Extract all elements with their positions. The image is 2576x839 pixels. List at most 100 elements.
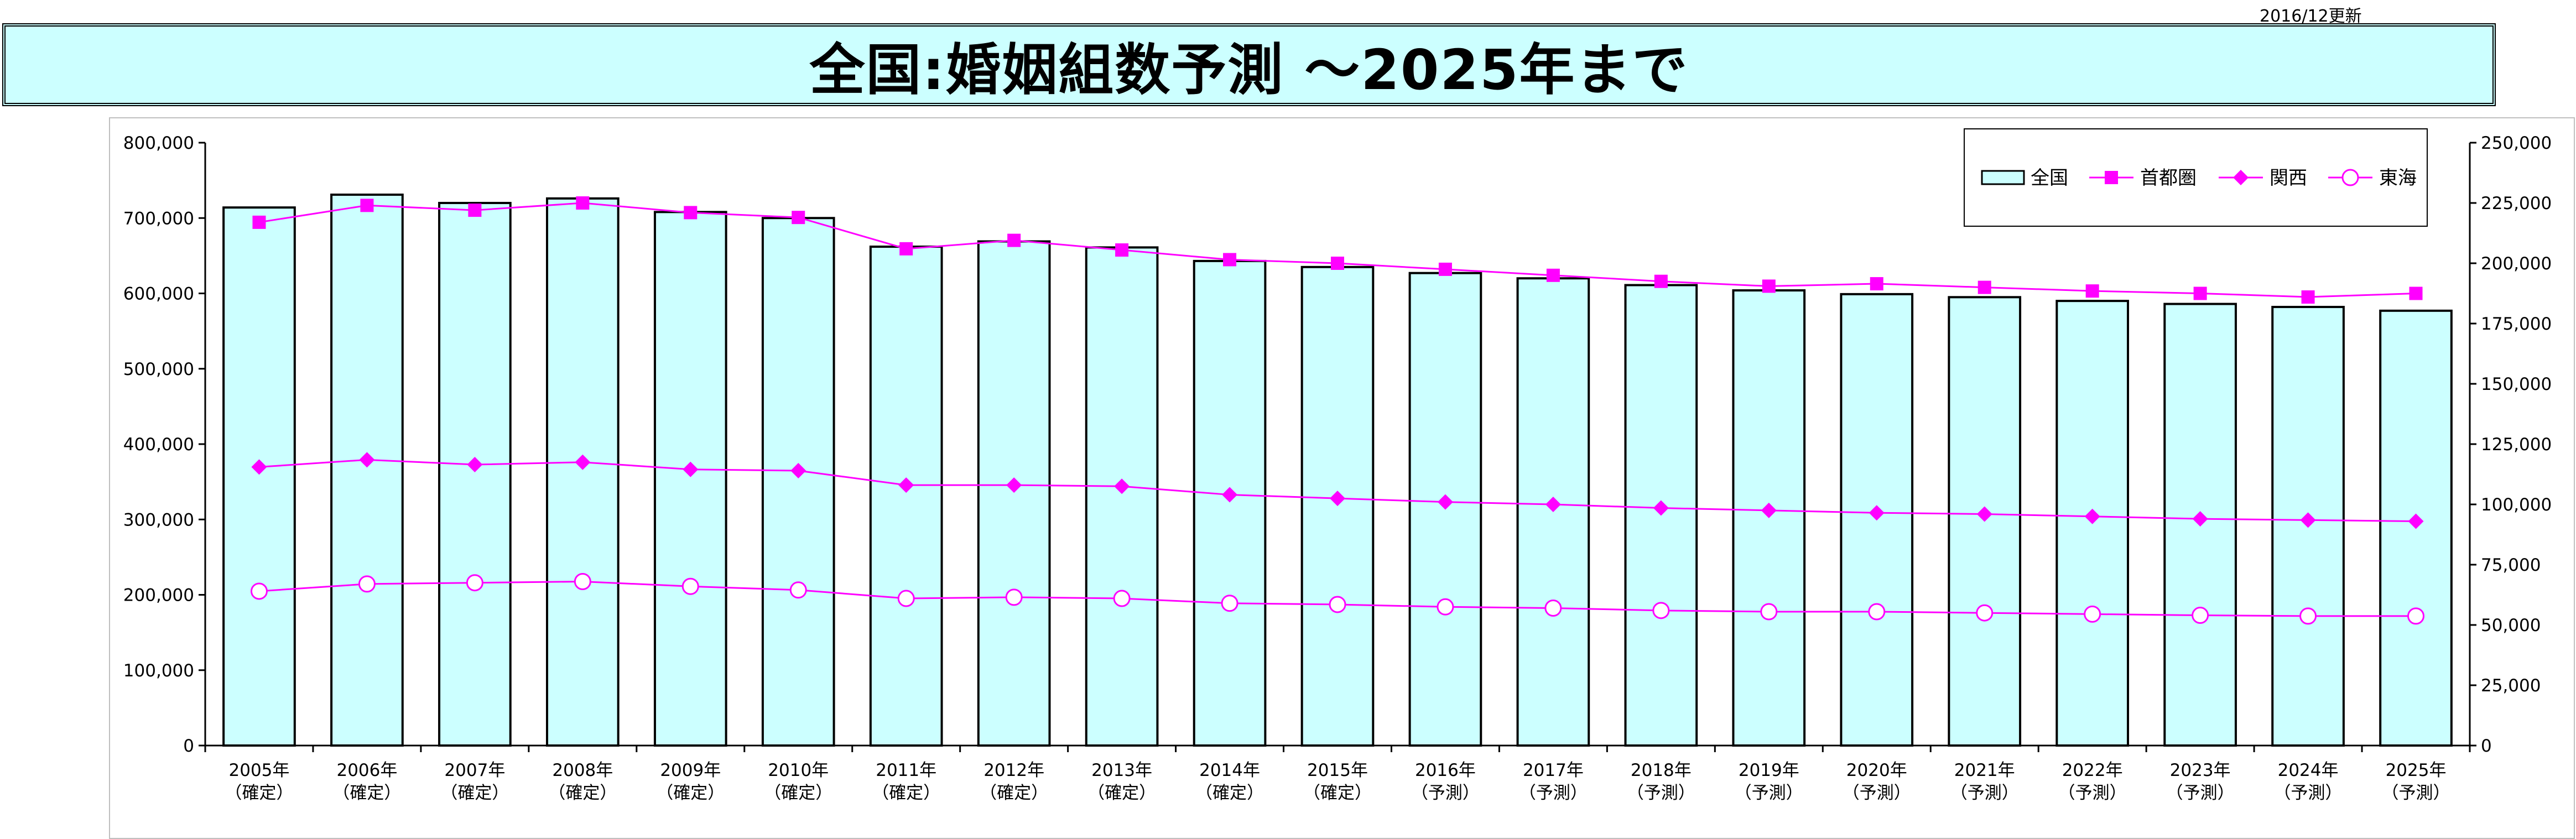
bar-7 bbox=[977, 240, 1051, 747]
left-tick-label-1: 100,000 bbox=[123, 661, 194, 681]
point-2-2 bbox=[466, 574, 483, 592]
point-0-1 bbox=[360, 199, 374, 212]
legend-label-1: 首都圏 bbox=[2140, 167, 2197, 189]
point-1-5 bbox=[790, 462, 806, 478]
bar-10 bbox=[1300, 265, 1375, 747]
x-sublabel-3: （確定） bbox=[548, 783, 617, 803]
point-0-9 bbox=[1223, 253, 1237, 267]
right-tick-label-8: 200,000 bbox=[2481, 254, 2552, 274]
x-label-15: 2020年 bbox=[1846, 760, 1907, 780]
point-2-3 bbox=[574, 573, 591, 591]
x-sublabel-17: （予測） bbox=[2058, 783, 2127, 803]
point-1-8 bbox=[1114, 478, 1130, 494]
x-sublabel-13: （予測） bbox=[1627, 783, 1695, 803]
x-label-20: 2025年 bbox=[2386, 760, 2447, 780]
point-2-17 bbox=[2084, 605, 2101, 623]
bar-4 bbox=[653, 211, 727, 747]
point-0-18 bbox=[2193, 286, 2207, 300]
point-0-12 bbox=[1546, 268, 1560, 282]
point-1-14 bbox=[1761, 502, 1777, 518]
left-tick-label-4: 400,000 bbox=[123, 435, 194, 455]
x-sublabel-11: （予測） bbox=[1411, 783, 1480, 803]
point-1-11 bbox=[1437, 494, 1453, 510]
bar-0 bbox=[222, 206, 296, 747]
point-2-7 bbox=[1005, 588, 1023, 606]
x-sublabel-15: （予測） bbox=[1843, 783, 1911, 803]
point-0-11 bbox=[1438, 262, 1452, 276]
left-tick-label-0: 0 bbox=[183, 736, 194, 756]
right-tick-label-3: 75,000 bbox=[2481, 555, 2541, 575]
point-0-7 bbox=[1007, 233, 1021, 247]
x-label-16: 2021年 bbox=[1954, 760, 2015, 780]
point-0-4 bbox=[684, 206, 698, 220]
x-label-1: 2006年 bbox=[336, 760, 397, 780]
point-2-1 bbox=[358, 575, 376, 593]
right-tick-label-2: 50,000 bbox=[2481, 616, 2541, 635]
x-label-10: 2015年 bbox=[1307, 760, 1368, 780]
left-tick-label-8: 800,000 bbox=[123, 133, 194, 153]
x-sublabel-2: （確定） bbox=[440, 783, 509, 803]
x-label-13: 2018年 bbox=[1631, 760, 1692, 780]
x-sublabel-18: （予測） bbox=[2166, 783, 2235, 803]
point-0-6 bbox=[899, 242, 913, 256]
x-label-18: 2023年 bbox=[2170, 760, 2231, 780]
x-label-8: 2013年 bbox=[1091, 760, 1152, 780]
point-2-5 bbox=[789, 581, 807, 599]
right-tick-label-5: 125,000 bbox=[2481, 435, 2552, 455]
point-1-20 bbox=[2408, 513, 2424, 529]
x-sublabel-14: （予測） bbox=[1735, 783, 1803, 803]
x-sublabel-19: （予測） bbox=[2274, 783, 2343, 803]
x-sublabel-4: （確定） bbox=[656, 783, 725, 803]
bar-9 bbox=[1193, 259, 1267, 747]
x-label-14: 2019年 bbox=[1739, 760, 1799, 780]
point-1-2 bbox=[467, 457, 483, 473]
left-tick-label-5: 500,000 bbox=[123, 359, 194, 379]
point-2-12 bbox=[1544, 599, 1562, 617]
x-label-7: 2012年 bbox=[983, 760, 1044, 780]
right-tick-label-4: 100,000 bbox=[2481, 495, 2552, 515]
point-0-16 bbox=[1977, 280, 1991, 294]
legend-label-3: 東海 bbox=[2379, 167, 2417, 189]
point-0-13 bbox=[1654, 274, 1668, 288]
update-date: 2016/12更新 bbox=[2260, 7, 2362, 26]
point-1-17 bbox=[2084, 508, 2100, 524]
point-0-2 bbox=[468, 204, 482, 217]
left-tick-label-3: 300,000 bbox=[123, 510, 194, 530]
x-sublabel-12: （予測） bbox=[1519, 783, 1588, 803]
point-2-8 bbox=[1113, 590, 1131, 607]
point-1-12 bbox=[1545, 497, 1561, 512]
right-tick-label-0: 0 bbox=[2481, 736, 2492, 756]
point-0-0 bbox=[252, 215, 266, 229]
x-label-5: 2010年 bbox=[768, 760, 829, 780]
point-0-10 bbox=[1331, 257, 1344, 270]
left-tick-label-7: 700,000 bbox=[123, 209, 194, 228]
point-0-20 bbox=[2409, 286, 2423, 300]
legend-marker-3 bbox=[2341, 169, 2359, 186]
point-1-7 bbox=[1006, 477, 1022, 493]
right-tick-label-1: 25,000 bbox=[2481, 676, 2541, 696]
point-1-15 bbox=[1869, 505, 1885, 521]
point-2-10 bbox=[1329, 596, 1346, 613]
x-label-11: 2016年 bbox=[1415, 760, 1476, 780]
title-banner: 全国:婚姻組数予測 ～2025年まで bbox=[2, 23, 2496, 106]
point-1-16 bbox=[1976, 506, 1992, 522]
point-2-14 bbox=[1760, 603, 1778, 621]
point-0-3 bbox=[576, 196, 590, 210]
point-1-4 bbox=[683, 461, 699, 477]
chart-title: 全国:婚姻組数予測 ～2025年まで bbox=[809, 37, 1689, 102]
point-2-16 bbox=[1976, 604, 1994, 622]
point-2-9 bbox=[1221, 595, 1238, 612]
x-sublabel-0: （確定） bbox=[225, 783, 293, 803]
point-1-9 bbox=[1222, 487, 1238, 503]
point-2-13 bbox=[1652, 602, 1670, 619]
x-sublabel-20: （予測） bbox=[2382, 783, 2450, 803]
x-sublabel-10: （確定） bbox=[1303, 783, 1372, 803]
right-tick-label-6: 150,000 bbox=[2481, 374, 2552, 394]
x-sublabel-6: （確定） bbox=[872, 783, 940, 803]
x-sublabel-8: （確定） bbox=[1087, 783, 1156, 803]
bar-5 bbox=[761, 217, 835, 747]
point-2-6 bbox=[897, 590, 915, 607]
point-0-5 bbox=[792, 211, 805, 225]
point-1-1 bbox=[359, 452, 375, 468]
point-1-10 bbox=[1330, 491, 1345, 507]
